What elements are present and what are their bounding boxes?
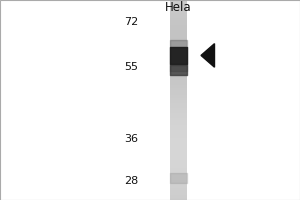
Text: Hela: Hela xyxy=(165,1,192,14)
Text: 36: 36 xyxy=(124,134,138,144)
Text: 55: 55 xyxy=(124,62,138,72)
Text: 28: 28 xyxy=(124,176,138,186)
Bar xyxy=(170,0,187,200)
Text: 72: 72 xyxy=(124,17,138,27)
Polygon shape xyxy=(201,44,214,67)
